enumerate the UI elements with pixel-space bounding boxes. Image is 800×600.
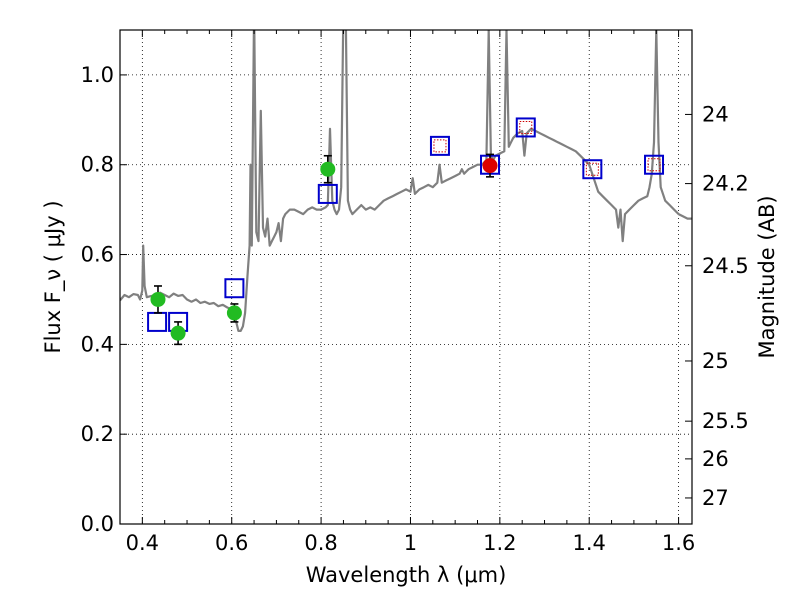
ground-photometry-point	[320, 161, 336, 177]
y-right-tick-label: 25	[702, 349, 729, 373]
x-tick-label: 1	[404, 531, 417, 555]
x-tick-label: 1.4	[573, 531, 606, 555]
upper-limit-point	[519, 120, 533, 134]
ground-photometry-point	[170, 325, 186, 341]
x-tick-label: 1.6	[662, 531, 695, 555]
y-right-tick-label: 27	[702, 486, 729, 510]
model-photometry-point	[582, 159, 603, 180]
y-tick-label: 0.4	[81, 332, 114, 356]
upper-limit-point	[585, 162, 599, 176]
ground-photometry-point	[226, 305, 242, 321]
ground-photometry-point	[150, 291, 166, 307]
x-tick-label: 0.8	[304, 531, 337, 555]
y-right-tick-label: 25.5	[702, 409, 749, 433]
x-tick-label: 0.4	[126, 531, 159, 555]
x-axis-label: Wavelength λ (μm)	[306, 563, 507, 587]
axis-ticks: 0.4 0.6 0.8 1 1.2 1.4 1.6 0.0 0.2 0.4 0.6 0.8 1.0 24 2…	[81, 30, 749, 555]
y-tick-label: 0.6	[81, 243, 114, 267]
plot-content	[120, 30, 692, 346]
x-tick-label: 0.6	[215, 531, 248, 555]
x-tick-label: 1.2	[483, 531, 516, 555]
y-right-tick-label: 24.2	[702, 172, 749, 196]
y-right-tick-label: 24	[702, 102, 729, 126]
y-axis-right-label: Magnitude (AB)	[755, 195, 779, 358]
model-photometry-point	[224, 278, 245, 299]
y-tick-label: 0.0	[81, 512, 114, 536]
y-tick-label: 0.2	[81, 422, 114, 446]
y-tick-label: 0.8	[81, 153, 114, 177]
model-photometry-point	[515, 117, 536, 138]
upper-limit-point	[433, 139, 447, 153]
y-right-tick-label: 26	[702, 447, 729, 471]
model-photometry-point	[317, 183, 338, 204]
plot-area	[120, 30, 692, 346]
model-photometry-point	[429, 135, 450, 156]
y-right-tick-label: 24.5	[702, 254, 749, 278]
model-photometry-point	[644, 154, 665, 175]
y-tick-label: 1.0	[81, 63, 114, 87]
space-photometry-point	[482, 158, 498, 174]
plot-frame	[119, 29, 693, 525]
upper-limit-point	[647, 158, 661, 172]
y-axis-label: Flux F_ν ( μJy )	[41, 200, 66, 353]
grid	[120, 30, 692, 524]
